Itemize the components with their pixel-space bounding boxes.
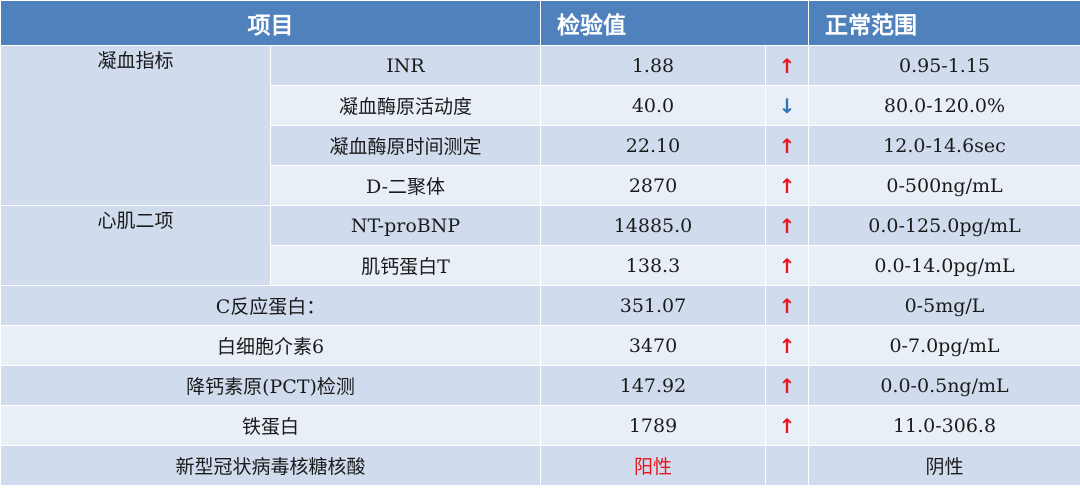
- up-arrow-icon: ↑: [765, 365, 809, 406]
- row-range: 12.0-14.6sec: [808, 125, 1080, 166]
- down-arrow-icon: ↓: [765, 85, 809, 126]
- table-row: 凝血酶原活动度 40.0 ↓ 80.0-120.0%: [1, 85, 1080, 126]
- row-range: 0.95-1.15: [808, 45, 1080, 86]
- table-row: 白细胞介素6 3470 ↑ 0-7.0pg/mL: [0, 325, 1080, 366]
- row-name: 铁蛋白: [0, 405, 541, 446]
- up-arrow-icon: ↑: [765, 165, 809, 206]
- row-value: 1.88: [540, 45, 766, 86]
- row-value: 40.0: [540, 85, 766, 126]
- row-name: D-二聚体: [270, 165, 541, 206]
- row-range: 0-7.0pg/mL: [808, 325, 1080, 366]
- table-row: D-二聚体 2870 ↑ 0-500ng/mL: [1, 165, 1080, 206]
- row-range: 11.0-306.8: [808, 405, 1080, 446]
- row-range: 0.0-0.5ng/mL: [808, 365, 1080, 406]
- row-value: 3470: [540, 325, 766, 366]
- up-arrow-icon: ↑: [765, 205, 809, 246]
- row-range: 阴性: [808, 445, 1080, 486]
- up-arrow-icon: ↑: [765, 125, 809, 166]
- row-name: 凝血酶原活动度: [270, 85, 541, 126]
- row-value: 351.07: [540, 285, 766, 326]
- row-range: 0-500ng/mL: [808, 165, 1080, 206]
- row-value-positive: 阳性: [540, 445, 766, 486]
- row-flag-empty: [765, 445, 809, 486]
- row-value: 14885.0: [540, 205, 766, 246]
- up-arrow-icon: ↑: [765, 405, 809, 446]
- up-arrow-icon: ↑: [765, 325, 809, 366]
- row-name: 凝血酶原时间测定: [270, 125, 541, 166]
- row-range: 80.0-120.0%: [808, 85, 1080, 126]
- row-range: 0.0-125.0pg/mL: [808, 205, 1080, 246]
- table-row: 铁蛋白 1789 ↑ 11.0-306.8: [0, 405, 1080, 446]
- row-name: 新型冠状病毒核糖核酸: [0, 445, 541, 486]
- row-range: 0-5mg/L: [808, 285, 1080, 326]
- row-name: 降钙素原(PCT)检测: [0, 365, 541, 406]
- row-value: 138.3: [540, 245, 766, 286]
- row-range: 0.0-14.0pg/mL: [808, 245, 1080, 286]
- table-row: 肌钙蛋白T 138.3 ↑ 0.0-14.0pg/mL: [1, 245, 1080, 286]
- row-value: 2870: [540, 165, 766, 206]
- row-name: NT-proBNP: [270, 205, 541, 246]
- table-row: C反应蛋白： 351.07 ↑ 0-5mg/L: [0, 285, 1080, 326]
- header-value: 检验值: [540, 0, 809, 46]
- header-item: 项目: [0, 0, 541, 46]
- header-range: 正常范围: [808, 0, 1080, 46]
- table-header-row: 项目 检验值 正常范围: [0, 0, 1080, 46]
- table-row: 凝血酶原时间测定 22.10 ↑ 12.0-14.6sec: [1, 125, 1080, 166]
- row-name: INR: [270, 45, 541, 86]
- row-name: 白细胞介素6: [0, 325, 541, 366]
- group-coagulation: 凝血指标: [0, 45, 271, 206]
- up-arrow-icon: ↑: [765, 245, 809, 286]
- table-row: 降钙素原(PCT)检测 147.92 ↑ 0.0-0.5ng/mL: [0, 365, 1080, 406]
- up-arrow-icon: ↑: [765, 285, 809, 326]
- row-name: 肌钙蛋白T: [270, 245, 541, 286]
- row-value: 147.92: [540, 365, 766, 406]
- table-row: 心肌二项 NT-proBNP 14885.0 ↑ 0.0-125.0pg/mL: [0, 205, 1080, 286]
- up-arrow-icon: ↑: [765, 45, 809, 86]
- row-value: 22.10: [540, 125, 766, 166]
- table-row: 新型冠状病毒核糖核酸 阳性 阴性: [0, 445, 1080, 486]
- group-cardiac: 心肌二项: [0, 205, 271, 286]
- row-value: 1789: [540, 405, 766, 446]
- row-name: C反应蛋白：: [0, 285, 541, 326]
- table-row: 凝血指标 INR 1.88 ↑ 0.95-1.15: [0, 45, 1080, 206]
